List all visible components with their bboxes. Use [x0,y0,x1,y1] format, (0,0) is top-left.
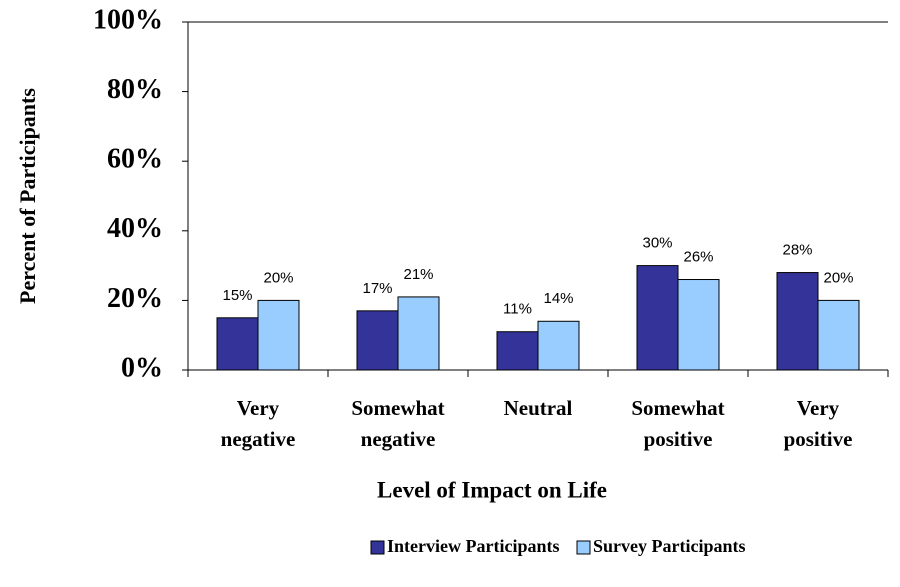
x-tick-label: Somewhat negative [351,396,444,451]
x-tick-label-line: positive [784,427,853,451]
bar [817,299,860,371]
value-label: 20% [823,269,853,286]
x-tick-label-line: Somewhat [351,396,444,420]
legend-swatch [370,540,385,555]
value-label: 21% [403,266,433,283]
value-label: 20% [263,269,293,286]
y-tick-label: 100% [93,4,163,35]
bar [636,265,679,371]
bar [356,310,399,371]
value-label: 28% [782,242,812,259]
y-tick-label: 40% [107,213,163,244]
value-label: 26% [683,248,713,265]
y-tick-label: 80% [107,74,163,105]
value-label: 11% [503,301,532,318]
x-tick-label-line: Very [797,396,840,420]
bar [677,279,720,371]
bar [257,299,300,371]
x-tick-label: Neutral [504,396,573,420]
legend-swatch [576,540,591,555]
y-tick-label: 0% [121,352,163,383]
x-tick-label-line: negative [361,427,436,451]
bar [397,296,440,371]
value-label: 15% [222,287,252,304]
x-tick-label: Very positive [784,396,853,451]
value-label: 30% [642,235,672,252]
bar [776,272,819,371]
x-tick-label: Somewhat positive [631,396,724,451]
legend-label: Interview Participants [387,536,559,556]
bar [496,331,539,371]
bar [216,317,259,371]
value-label: 14% [543,290,573,307]
x-tick-label-line: positive [644,427,713,451]
x-axis-title: Level of Impact on Life [377,477,607,502]
x-tick-label: Very negative [221,396,296,451]
y-axis-title: Percent of Participants [15,88,40,304]
x-tick-label-line: Very [237,396,280,420]
y-tick-label: 60% [107,144,163,175]
legend-label: Survey Participants [593,536,746,556]
value-label: 17% [362,280,392,297]
y-tick-label: 20% [107,283,163,314]
bar [537,320,580,371]
x-tick-label-line: Somewhat [631,396,724,420]
x-tick-label-line: negative [221,427,296,451]
